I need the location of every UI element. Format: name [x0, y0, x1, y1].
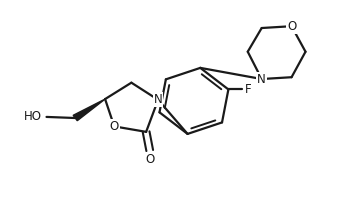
Text: HO: HO: [24, 110, 42, 123]
Text: N: N: [257, 73, 266, 86]
Polygon shape: [73, 99, 105, 121]
Text: F: F: [245, 83, 252, 96]
Text: O: O: [145, 153, 154, 167]
Text: O: O: [287, 20, 296, 33]
Text: O: O: [110, 120, 119, 133]
Text: N: N: [154, 93, 162, 106]
